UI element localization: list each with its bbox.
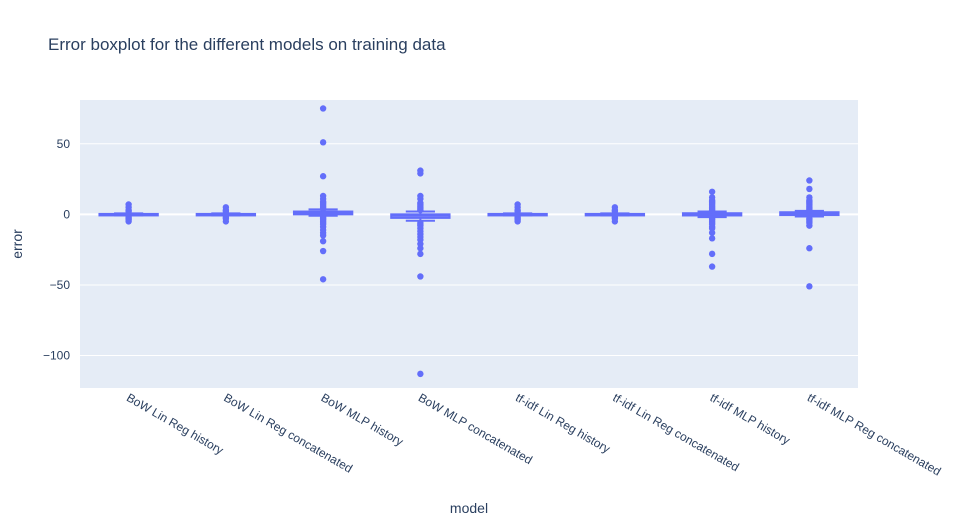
y-axis-title: error	[9, 229, 25, 259]
outlier-point	[806, 185, 813, 193]
box-5	[487, 201, 548, 225]
outlier-point	[125, 218, 132, 225]
outlier-point	[611, 208, 619, 215]
box-7	[681, 188, 743, 270]
outlier-point	[319, 139, 327, 146]
outlier-point	[417, 206, 424, 214]
box-4	[390, 167, 451, 378]
x-tick-label: tf-idf Lin Reg history	[513, 390, 612, 455]
outlier-point	[806, 283, 813, 290]
outlier-point	[319, 105, 327, 112]
outlier-point	[417, 170, 424, 177]
outlier-point	[708, 263, 716, 270]
x-tick-label: tf-idf MLP history	[708, 390, 793, 447]
outlier-point	[319, 247, 327, 255]
outlier-point	[708, 188, 716, 195]
outlier-point	[222, 218, 230, 225]
outlier-point	[514, 218, 521, 225]
outlier-point	[417, 273, 424, 280]
outlier-point	[611, 218, 619, 225]
outlier-point	[417, 250, 424, 258]
box-2	[195, 204, 257, 225]
outlier-point	[222, 208, 230, 215]
y-tick-label: 50	[57, 137, 71, 151]
chart-title: Error boxplot for the different models o…	[48, 35, 446, 54]
outlier-point	[806, 206, 813, 214]
outlier-point	[319, 237, 327, 245]
outlier-point	[708, 235, 716, 242]
box-8	[779, 177, 840, 290]
outlier-point	[708, 206, 716, 214]
y-axis-ticks: 50 0 −50 −100	[43, 137, 70, 363]
box-6	[584, 204, 646, 225]
outlier-point	[708, 229, 716, 236]
x-axis-title: model	[450, 500, 488, 516]
outlier-point	[417, 245, 424, 252]
box-1	[98, 201, 159, 225]
outlier-point	[417, 370, 424, 378]
outlier-point	[319, 173, 327, 180]
box-3	[292, 105, 354, 283]
outlier-point	[514, 208, 521, 215]
y-tick-label: −50	[50, 278, 71, 292]
x-tick-label: tf-idf MLP Reg concatenated	[805, 390, 944, 478]
outlier-point	[125, 208, 132, 215]
boxes-layer	[98, 105, 840, 378]
outlier-point	[319, 276, 327, 283]
outlier-point	[319, 232, 327, 239]
outlier-point	[806, 245, 813, 252]
outlier-point	[806, 177, 813, 184]
x-tick-label: BoW Lin Reg history	[124, 390, 226, 457]
y-tick-label: 0	[63, 207, 70, 221]
y-tick-label: −100	[43, 349, 70, 363]
outlier-point	[708, 250, 716, 258]
x-tick-label: BoW MLP history	[319, 390, 406, 448]
outlier-point	[319, 205, 327, 212]
outlier-point	[806, 222, 813, 229]
plot-area	[80, 100, 858, 388]
